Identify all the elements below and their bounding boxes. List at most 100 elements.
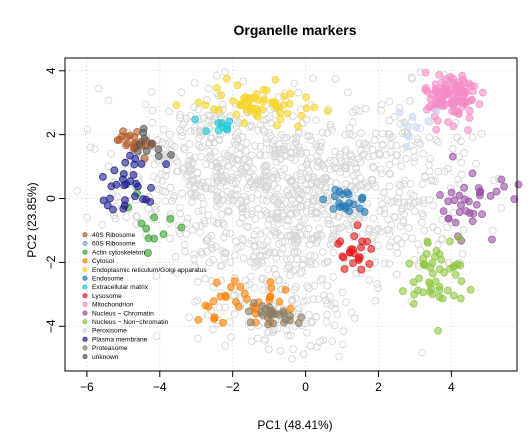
nucleus-non-chromatin-point (409, 299, 418, 308)
unknown-point (264, 220, 273, 229)
unknown-point (292, 294, 300, 303)
endoplasmic-reticulum-golgi-apparatus-point (276, 115, 285, 124)
nucleus-chromatin-point (468, 217, 477, 226)
unknown-point (168, 196, 176, 205)
unknown-point (248, 123, 256, 131)
unknown-point (248, 151, 256, 160)
unknown-point (214, 193, 223, 202)
y-axis: −4 −2 0 2 4 (44, 67, 65, 333)
unknown-point (148, 106, 157, 115)
unknown-point (297, 267, 306, 276)
unknown-point (254, 126, 263, 134)
unknown-point (385, 160, 394, 169)
unknown-point (203, 234, 212, 242)
unknown-point (395, 180, 403, 189)
unknown-point (317, 138, 326, 147)
unknown-point (154, 136, 162, 144)
unknown-point (365, 276, 373, 284)
unknown-point (364, 227, 373, 235)
unknown-point (221, 303, 229, 312)
nucleus-non-chromatin-point (440, 268, 449, 277)
unknown-point (256, 151, 264, 160)
unknown-point (274, 140, 283, 148)
unknown-point (425, 133, 434, 142)
unknown-point (262, 181, 271, 190)
extracellular-matrix-point (214, 126, 223, 135)
unknown-point (191, 298, 200, 306)
peroxisome-point (432, 107, 441, 116)
unknown-point (260, 163, 268, 172)
legend-marker-unknown (82, 354, 88, 360)
unknown-point (307, 318, 315, 327)
unknown-point (307, 209, 315, 218)
unknown-point (205, 152, 214, 161)
actin-cytoskeleton-point (142, 224, 151, 233)
unknown-point (387, 220, 396, 229)
unknown-point (204, 211, 213, 219)
unknown-point (86, 143, 95, 152)
unknown-point (305, 284, 313, 293)
unknown-point (217, 261, 226, 270)
unknown-point (443, 223, 452, 232)
unknown-point (356, 158, 365, 167)
unknown-point (154, 152, 163, 160)
unknown-point (392, 151, 401, 159)
unknown-point (259, 125, 267, 134)
legend-label-mitochondrion: Mitochondrion (92, 302, 134, 309)
unknown-point (413, 135, 422, 143)
unknown-point (190, 250, 198, 259)
nucleus-non-chromatin-point (456, 261, 465, 270)
unknown-point (386, 198, 395, 207)
unknown-point (191, 153, 199, 162)
unknown-point (202, 247, 211, 256)
endosome-point (335, 187, 344, 196)
chart-title: Organelle markers (234, 22, 357, 38)
unknown-point (359, 180, 367, 189)
legend-marker-extracellular-matrix (82, 284, 88, 290)
mitochondrion-point (450, 100, 458, 109)
unknown-point (349, 131, 357, 140)
legend-marker-lysosome (82, 293, 88, 299)
unknown-point (216, 156, 224, 165)
unknown-point (420, 226, 429, 235)
unknown-point (429, 223, 437, 232)
endoplasmic-reticulum-golgi-apparatus-point (232, 110, 241, 119)
unknown-point (141, 100, 150, 109)
proteasome-point (246, 318, 255, 327)
unknown-point (303, 131, 312, 140)
unknown-point (205, 138, 213, 147)
unknown-point (326, 120, 335, 129)
nucleus-chromatin-point (444, 214, 453, 223)
unknown-point (392, 141, 400, 150)
unknown-point (329, 273, 338, 281)
unknown-point (258, 195, 267, 204)
unknown-point (318, 248, 327, 256)
lysosome-point (336, 237, 345, 246)
unknown-point (390, 112, 399, 121)
unknown-point (243, 139, 251, 147)
unknown-point (308, 317, 317, 326)
endoplasmic-reticulum-golgi-apparatus-point (258, 105, 267, 114)
unknown-point (221, 341, 230, 350)
unknown-point (267, 210, 276, 219)
unknown-point (239, 254, 248, 262)
cytosol-point (267, 284, 276, 293)
endoplasmic-reticulum-golgi-apparatus-point (240, 119, 249, 128)
unknown-point (361, 104, 370, 113)
unknown-point (371, 296, 380, 305)
nucleus-non-chromatin-point (466, 285, 475, 294)
endosome-point (330, 192, 339, 201)
unknown-point (288, 354, 296, 363)
unknown-point (415, 197, 424, 206)
unknown-point (187, 160, 196, 168)
unknown-point (261, 151, 269, 160)
unknown-point (248, 207, 256, 215)
unknown-point (289, 345, 298, 353)
actin-cytoskeleton-point (144, 249, 152, 257)
unknown-point (210, 147, 219, 156)
nucleus-chromatin-point (444, 197, 453, 206)
mitochondrion-point (444, 118, 452, 126)
unknown-point (209, 217, 218, 226)
unknown-point (149, 172, 158, 181)
unknown-point (159, 125, 168, 134)
